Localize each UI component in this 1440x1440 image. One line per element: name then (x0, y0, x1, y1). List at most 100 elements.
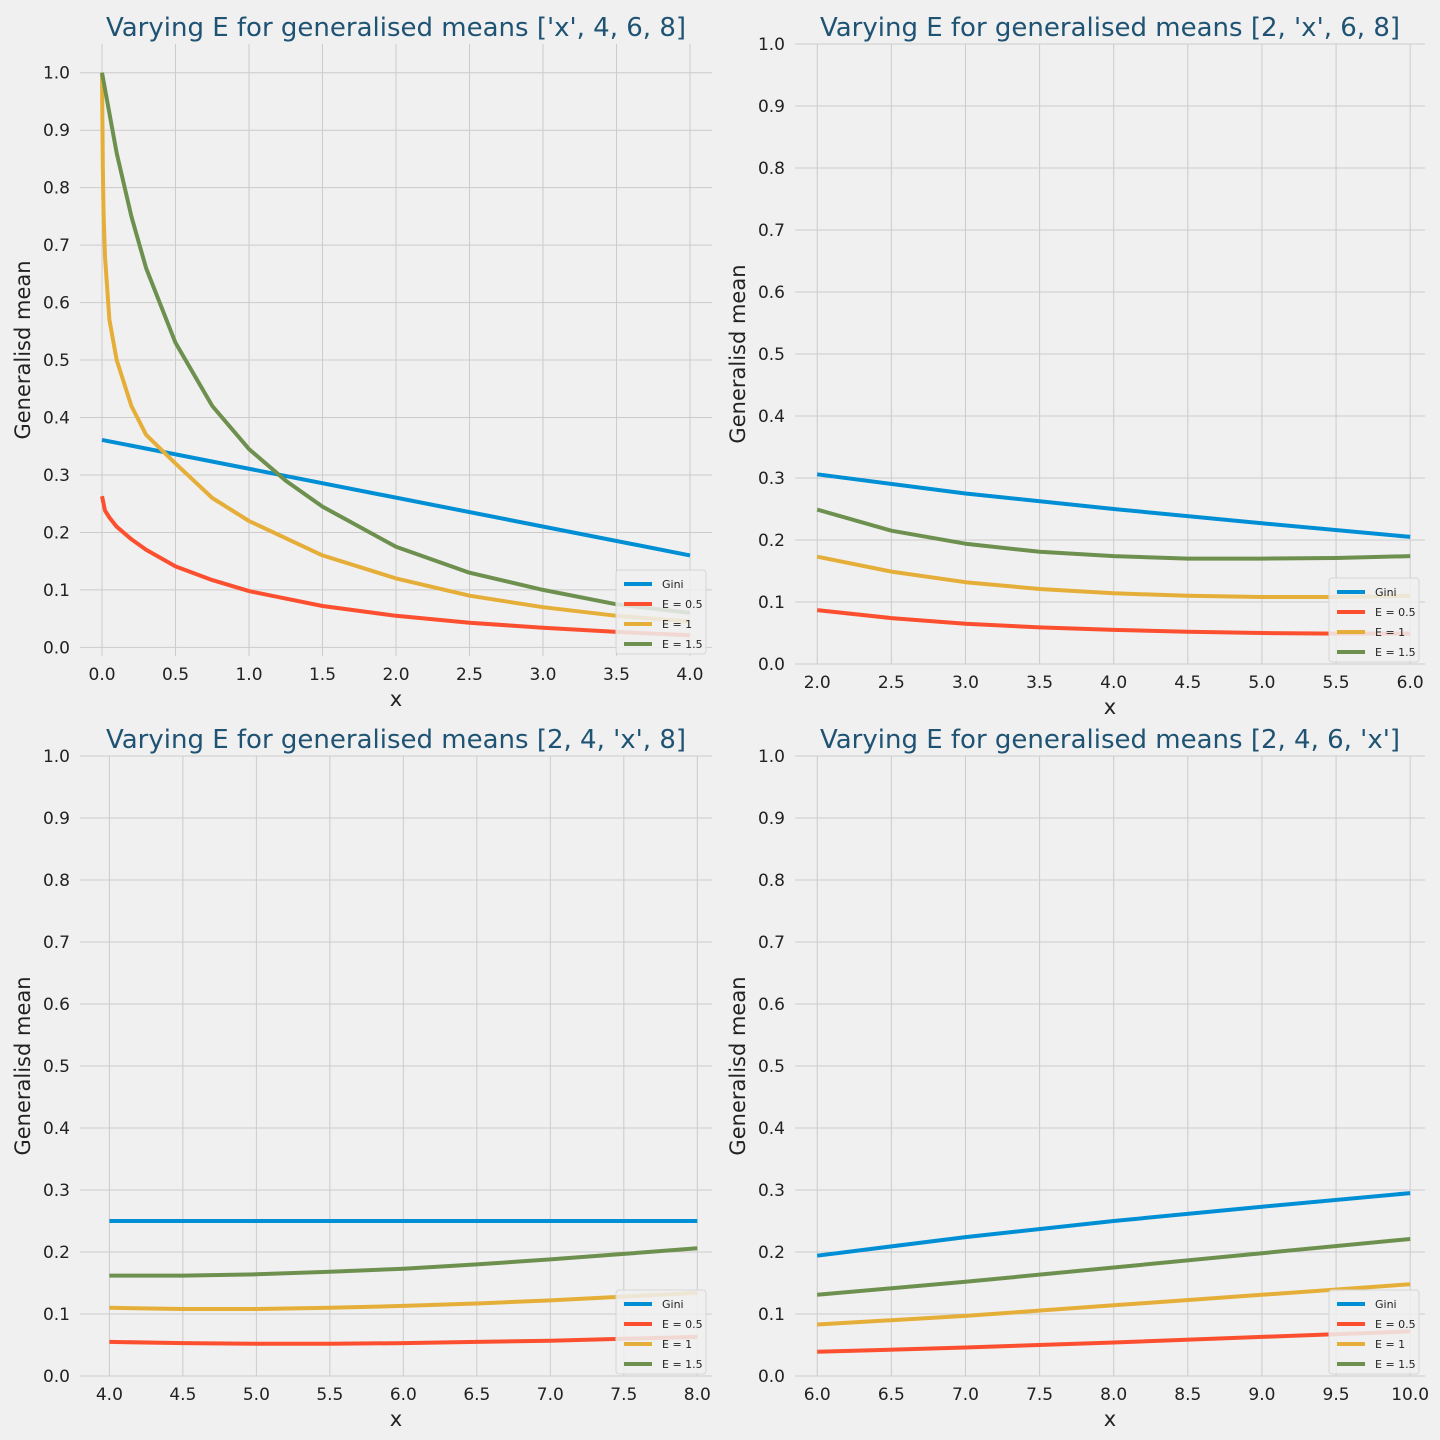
y-tick-label: 0.0 (758, 655, 785, 675)
x-tick-label: 8.0 (684, 1385, 711, 1405)
y-tick-label: 0.4 (758, 407, 785, 427)
y-tick-label: 0.9 (758, 809, 785, 829)
x-axis-label: x (390, 687, 402, 711)
x-tick-label: 5.5 (316, 1385, 343, 1405)
y-tick-label: 0.6 (43, 995, 70, 1015)
legend-box (615, 1289, 707, 1375)
y-axis-label: Generalisd mean (11, 976, 35, 1155)
chart-panel-4: 6.0 6.5 7.0 7.5 8.0 8.5 9.0 9.5 10.0 0.0 0.1 0.2 0.3… (726, 725, 1429, 1431)
series-line-e-0-5 (816, 608, 1411, 636)
y-tick-label: 0.3 (758, 1181, 785, 1201)
y-tick-label: 0.4 (43, 1119, 70, 1139)
y-tick-label: 0.0 (43, 1367, 70, 1387)
x-tick-label: 1.5 (309, 665, 336, 685)
y-tick-label: 0.6 (758, 283, 785, 303)
y-tick-label: 0.7 (758, 221, 785, 241)
x-tick-label: 5.0 (243, 1385, 270, 1405)
y-tick-label: 0.2 (758, 531, 785, 551)
x-tick-label: 5.5 (1323, 673, 1350, 693)
x-tick-label: 7.5 (1026, 1385, 1053, 1405)
series-line-e-0-5 (109, 1334, 698, 1346)
series-line-e-0-5 (100, 495, 691, 638)
y-tick-label: 0.6 (758, 995, 785, 1015)
x-tick-label: 4.0 (96, 1385, 123, 1405)
series-line-e-1-5 (816, 507, 1411, 561)
y-tick-label: 0.1 (43, 1305, 70, 1325)
legend-label: E = 0.5 (1375, 1318, 1416, 1331)
y-tick-label: 0.8 (758, 159, 785, 179)
chart-panel-1: 0.0 0.5 1.0 1.5 2.0 2.5 3.0 3.5 4.0 0.0 0.1 0.2 0.3 0… (11, 13, 712, 711)
legend: Gini E = 0.5 E = 1 E = 1.5 (1328, 577, 1420, 663)
x-tick-label: 3.5 (1026, 673, 1053, 693)
x-tick-label: 3.0 (952, 673, 979, 693)
x-tick-label: 4.5 (1174, 673, 1201, 693)
legend-label: Gini (1375, 1298, 1397, 1311)
chart-title: Varying E for generalised means [2, 4, 6… (820, 725, 1400, 755)
x-tick-label: 0.0 (89, 665, 116, 685)
x-axis-label: x (1104, 695, 1116, 719)
x-axis-label: x (1104, 1407, 1116, 1431)
y-tick-label: 0.7 (43, 236, 70, 256)
series-line-e-1 (100, 72, 691, 624)
y-tick-label: 0.1 (43, 581, 70, 601)
legend-label: Gini (1375, 586, 1397, 599)
x-tick-label: 7.0 (537, 1385, 564, 1405)
y-tick-label: 0.5 (43, 1057, 70, 1077)
series-line-e-1-5 (109, 1246, 698, 1278)
x-tick-label: 6.0 (390, 1385, 417, 1405)
series-line-gini (101, 437, 691, 558)
x-tick-label: 6.0 (804, 1385, 831, 1405)
x-tick-label: 4.0 (1100, 673, 1127, 693)
y-tick-label: 0.0 (758, 1367, 785, 1387)
y-tick-label: 0.5 (758, 345, 785, 365)
x-tick-label: 2.0 (382, 665, 409, 685)
y-tick-label: 0.3 (43, 466, 70, 486)
y-tick-label: 0.5 (758, 1057, 785, 1077)
y-tick-label: 0.7 (43, 933, 70, 953)
y-tick-label: 1.0 (758, 35, 785, 55)
legend-label: E = 1.5 (1375, 1358, 1416, 1371)
x-tick-label: 4.0 (676, 665, 703, 685)
y-tick-label: 0.5 (43, 351, 70, 371)
y-tick-label: 0.4 (758, 1119, 785, 1139)
y-axis-label: Generalisd mean (11, 260, 35, 439)
legend-label: E = 1 (1375, 1338, 1405, 1351)
y-tick-label: 0.2 (43, 523, 70, 543)
legend: Gini E = 0.5 E = 1 E = 1.5 (615, 569, 707, 655)
legend: Gini E = 0.5 E = 1 E = 1.5 (1328, 1289, 1420, 1375)
series-line-gini (816, 1191, 1411, 1258)
y-tick-label: 0.8 (43, 179, 70, 199)
y-tick-label: 1.0 (758, 747, 785, 767)
legend-label: E = 0.5 (1375, 606, 1416, 619)
chart-panel-2: 2.0 2.5 3.0 3.5 4.0 4.5 5.0 5.5 6.0 0.0 0.1 0.2 0.3 0… (726, 13, 1425, 719)
x-tick-label: 9.5 (1323, 1385, 1350, 1405)
y-tick-label: 0.6 (43, 294, 70, 314)
y-tick-label: 0.7 (758, 933, 785, 953)
x-tick-label: 6.5 (463, 1385, 490, 1405)
x-tick-label: 7.0 (952, 1385, 979, 1405)
x-tick-label: 3.5 (603, 665, 630, 685)
y-tick-label: 0.8 (758, 871, 785, 891)
x-tick-label: 4.5 (169, 1385, 196, 1405)
chart-title: Varying E for generalised means [2, 'x',… (820, 13, 1400, 43)
y-tick-label: 0.1 (758, 1305, 785, 1325)
series-line-e-1 (109, 1290, 698, 1311)
y-tick-label: 0.3 (758, 469, 785, 489)
y-tick-label: 0.2 (43, 1243, 70, 1263)
series-line-e-1 (816, 554, 1411, 599)
y-axis-label: Generalisd mean (726, 976, 750, 1155)
legend-label: E = 1.5 (1375, 646, 1416, 659)
x-tick-label: 8.0 (1100, 1385, 1127, 1405)
y-tick-label: 0.9 (43, 809, 70, 829)
x-tick-label: 5.0 (1248, 673, 1275, 693)
x-tick-label: 9.0 (1248, 1385, 1275, 1405)
y-tick-label: 0.2 (758, 1243, 785, 1263)
x-tick-label: 6.5 (878, 1385, 905, 1405)
y-tick-label: 0.9 (43, 121, 70, 141)
legend-box (1328, 1289, 1420, 1375)
legend-label: Gini (662, 1298, 684, 1311)
y-tick-label: 0.1 (758, 593, 785, 613)
x-tick-label: 10.0 (1391, 1385, 1429, 1405)
series-line-e-1 (817, 1282, 1411, 1327)
x-tick-label: 2.0 (804, 673, 831, 693)
